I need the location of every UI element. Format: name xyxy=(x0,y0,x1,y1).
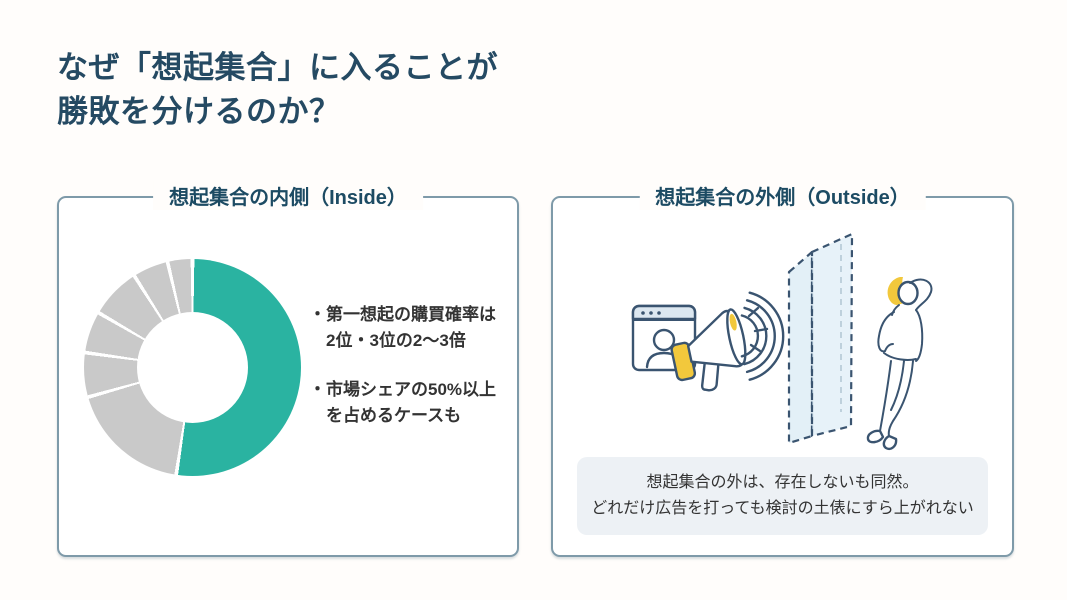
bullet-text-line2: 2位・3位の2〜3倍 xyxy=(326,331,466,351)
bullet-list: ・ 第一想起の購買確率は 2位・3位の2〜3倍 ・ 市場シェアの50%以上 を占… xyxy=(309,302,531,429)
person-icon xyxy=(866,277,933,451)
title-line-1: なぜ「想起集合」に入ることが xyxy=(57,50,498,85)
donut-hole xyxy=(137,312,248,423)
bullet-text: 市場シェアの50%以上 を占めるケースも xyxy=(326,377,496,430)
note-box: 想起集合の外は、存在しないも同然。 どれだけ広告を打っても検討の土俵にすら上がれ… xyxy=(577,457,988,535)
glass-wall-icon xyxy=(787,232,854,445)
panel-inside: 想起集合の内側（Inside） ・ 第一想起の購買確率は 2位・3位の2〜3倍 … xyxy=(57,181,519,557)
megaphone-icon xyxy=(670,308,747,392)
bullet-text-line2: を占めるケースも xyxy=(326,406,462,426)
panel-outside: 想起集合の外側（Outside） xyxy=(551,181,1014,557)
panel-inside-header: 想起集合の内側（Inside） xyxy=(153,181,423,210)
bullet-marker: ・ xyxy=(309,379,326,399)
page-title: なぜ「想起集合」に入ることが 勝敗を分けるのか？ xyxy=(57,46,498,134)
bullet-text-line1: 第一想起の購買確率は xyxy=(326,305,496,324)
note-line-2: どれだけ広告を打っても検討の土俵にすら上がれない xyxy=(591,500,974,518)
sound-waves-icon xyxy=(740,291,785,381)
panel-outside-header: 想起集合の外側（Outside） xyxy=(639,181,926,210)
outside-illustration xyxy=(631,232,933,451)
title-line-2: 勝敗を分けるのか？ xyxy=(57,94,341,130)
bullet-marker: ・ xyxy=(309,305,326,324)
bullet-text-line1: 市場シェアの50%以上 xyxy=(326,379,497,399)
donut-chart xyxy=(84,259,301,476)
bullet-text: 第一想起の購買確率は 2位・3位の2〜3倍 xyxy=(326,302,496,355)
note-line-1: 想起集合の外は、存在しないも同然。 xyxy=(646,474,919,492)
bullet-item: ・ 市場シェアの50%以上 を占めるケースも xyxy=(309,377,531,430)
bullet-item: ・ 第一想起の購買確率は 2位・3位の2〜3倍 xyxy=(309,302,531,355)
